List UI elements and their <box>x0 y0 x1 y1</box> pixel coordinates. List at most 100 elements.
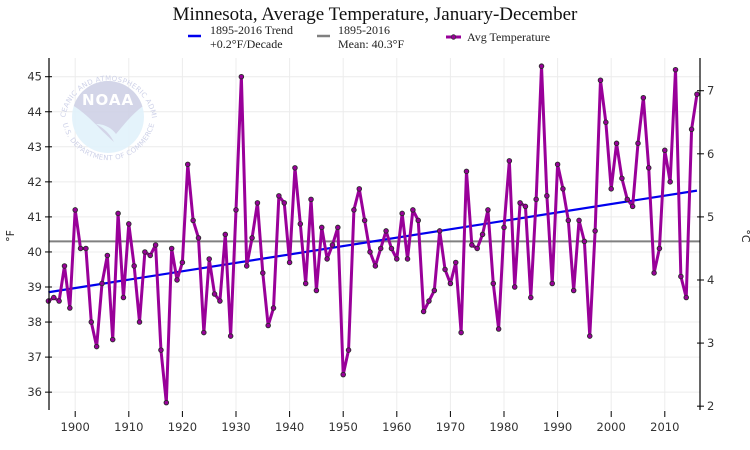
data-point[interactable]: 2016: 44.5°F <box>694 91 700 97</box>
data-point[interactable]: 2006: 44.4°F <box>640 94 647 101</box>
data-point[interactable]: 1905: 39.1°F <box>99 280 105 287</box>
data-point[interactable]: 1993: 38.9°F <box>570 287 577 294</box>
data-point[interactable]: 1922: 40.9°F <box>190 217 196 224</box>
data-point[interactable]: 1937: 38.4°F <box>270 305 277 311</box>
data-point[interactable]: 1986: 41.5°F <box>533 196 539 203</box>
data-point[interactable]: 1938: 41.6°F <box>276 193 282 199</box>
data-point[interactable]: 1999: 43.7°F <box>603 119 609 126</box>
data-point[interactable]: 1901: 40.1°F <box>77 245 84 252</box>
data-point[interactable]: 2015: 43.5°F <box>688 126 695 133</box>
data-point[interactable]: 1945: 38.9°F <box>313 287 320 294</box>
data-point[interactable]: 2009: 40.1°F <box>656 245 663 252</box>
data-point[interactable]: 1940: 39.7°F <box>286 259 293 266</box>
data-point[interactable]: 1920: 39.7°F <box>179 259 186 266</box>
data-point[interactable]: 1952: 41.2°F <box>351 207 357 213</box>
data-point[interactable]: 1996: 37.6°F <box>587 333 593 339</box>
data-point[interactable]: 1928: 40.5°F <box>222 231 229 238</box>
data-point[interactable]: 1929: 37.6°F <box>227 333 234 339</box>
data-point[interactable]: 1965: 38.3°F <box>420 308 427 315</box>
data-point[interactable]: 1973: 42.3°F <box>463 168 470 175</box>
data-point[interactable]: 1933: 40.4°F <box>249 235 255 241</box>
data-point[interactable]: 1910: 40.8°F <box>126 221 132 227</box>
data-point[interactable]: 1949: 40.7°F <box>335 224 341 231</box>
data-point[interactable]: 1899: 38.4°F <box>67 305 73 311</box>
data-point[interactable]: 1906: 39.9°F <box>104 252 111 259</box>
data-point[interactable]: 1955: 40°F <box>367 249 373 255</box>
data-point[interactable]: 2007: 42.4°F <box>645 165 652 171</box>
data-point[interactable]: 2008: 39.4°F <box>651 270 657 276</box>
data-point[interactable]: 1951: 37.2°F <box>345 347 352 353</box>
data-point[interactable]: 2004: 41.3°F <box>629 203 636 210</box>
data-point[interactable]: 2005: 43.1°F <box>635 140 641 147</box>
data-point[interactable]: 1902: 40.1°F <box>83 245 89 252</box>
data-point[interactable]: 1975: 40.1°F <box>474 245 480 252</box>
data-point[interactable]: 2014: 38.7°F <box>683 294 689 301</box>
data-point[interactable]: 1959: 40.1°F <box>388 245 395 252</box>
data-point[interactable]: 1974: 40.2°F <box>469 242 475 248</box>
data-point[interactable]: 1912: 38°F <box>136 319 143 325</box>
data-point[interactable]: 1962: 39.8°F <box>404 256 411 262</box>
data-point[interactable]: 1976: 40.5°F <box>479 231 486 238</box>
data-point[interactable]: 1953: 41.8°F <box>356 186 363 192</box>
data-point[interactable]: 2012: 45.2°F <box>672 66 679 73</box>
data-point[interactable]: 1982: 39°F <box>511 284 518 290</box>
data-point[interactable]: 1943: 39.1°F <box>302 280 309 287</box>
data-point[interactable]: 1900: 41.2°F <box>72 207 78 213</box>
data-point[interactable]: 1956: 39.6°F <box>372 263 379 269</box>
data-point[interactable]: 1896: 38.7°F <box>51 294 57 301</box>
data-point[interactable]: 1995: 40.3°F <box>581 238 588 245</box>
data-point[interactable]: 1979: 37.8°F <box>495 326 502 332</box>
data-point[interactable]: 1989: 39.1°F <box>549 280 555 287</box>
data-point[interactable]: 1990: 42.5°F <box>554 161 561 168</box>
data-point[interactable]: 1985: 38.7°F <box>528 294 534 301</box>
data-point[interactable]: 1904: 37.3°F <box>93 343 100 350</box>
data-point[interactable]: 1903: 38°F <box>88 319 95 325</box>
data-point[interactable]: 1927: 38.6°F <box>217 298 223 304</box>
data-point[interactable]: 1971: 39.7°F <box>453 259 459 266</box>
data-point[interactable]: 1935: 39.4°F <box>260 270 266 276</box>
data-point[interactable]: 1926: 38.8°F <box>211 291 218 297</box>
data-point[interactable]: 1983: 41.4°F <box>517 200 523 206</box>
data-point[interactable]: 1925: 39.8°F <box>206 256 212 262</box>
data-point[interactable]: 1909: 38.7°F <box>120 294 127 301</box>
data-point[interactable]: 1991: 41.8°F <box>560 186 566 192</box>
data-point[interactable]: 1992: 40.9°F <box>565 217 572 224</box>
data-point[interactable]: 1994: 40.9°F <box>576 217 582 224</box>
data-point[interactable]: 1987: 45.3°F <box>538 63 545 69</box>
data-point[interactable]: 1913: 40°F <box>142 249 148 255</box>
data-point[interactable]: 1969: 39.5°F <box>442 266 448 273</box>
data-point[interactable]: 1936: 37.9°F <box>265 322 271 329</box>
data-point[interactable]: 1980: 40.7°F <box>501 224 507 231</box>
data-point[interactable]: 1946: 40.7°F <box>319 224 325 231</box>
data-point[interactable]: 1944: 41.5°F <box>308 196 314 203</box>
data-point[interactable]: 1939: 41.4°F <box>281 200 287 206</box>
data-point[interactable]: 1960: 39.8°F <box>394 256 400 262</box>
data-point[interactable]: 1942: 40.8°F <box>297 221 304 227</box>
data-point[interactable]: 2013: 39.3°F <box>678 273 684 280</box>
data-point[interactable]: 1978: 39.1°F <box>490 280 497 287</box>
data-point[interactable]: 1915: 40.2°F <box>152 242 159 248</box>
data-point[interactable]: 2001: 43.1°F <box>613 140 620 147</box>
data-point[interactable]: 1964: 40.9°F <box>415 217 421 224</box>
data-point[interactable]: 1923: 40.4°F <box>195 235 202 241</box>
data-point[interactable]: 1984: 41.3°F <box>522 203 529 210</box>
data-point[interactable]: 1948: 40.2°F <box>329 242 336 248</box>
data-point[interactable]: 1957: 40.1°F <box>377 245 384 252</box>
data-point[interactable]: 1898: 39.6°F <box>61 263 68 269</box>
data-point[interactable]: 1981: 42.6°F <box>506 158 513 164</box>
data-point[interactable]: 1934: 41.4°F <box>254 200 261 206</box>
data-point[interactable]: 1908: 41.1°F <box>115 210 121 217</box>
data-point[interactable]: 1924: 37.7°F <box>201 329 207 336</box>
data-point[interactable]: 1931: 45°F <box>238 73 245 80</box>
data-point[interactable]: 1961: 41.1°F <box>399 210 405 217</box>
data-point[interactable]: 1930: 41.2°F <box>233 207 239 213</box>
data-point[interactable]: 1967: 38.9°F <box>431 287 438 294</box>
data-point[interactable]: 1988: 41.6°F <box>544 193 550 199</box>
data-point[interactable]: 1911: 39.6°F <box>131 263 137 269</box>
data-point[interactable]: 1998: 44.9°F <box>597 77 604 83</box>
data-point[interactable]: 2000: 41.8°F <box>608 186 614 192</box>
data-point[interactable]: 1970: 39.1°F <box>447 280 454 287</box>
data-point[interactable]: 2002: 42.1°F <box>619 175 625 182</box>
data-point[interactable]: 1997: 40.6°F <box>592 228 598 234</box>
data-point[interactable]: 1941: 42.4°F <box>292 165 298 171</box>
